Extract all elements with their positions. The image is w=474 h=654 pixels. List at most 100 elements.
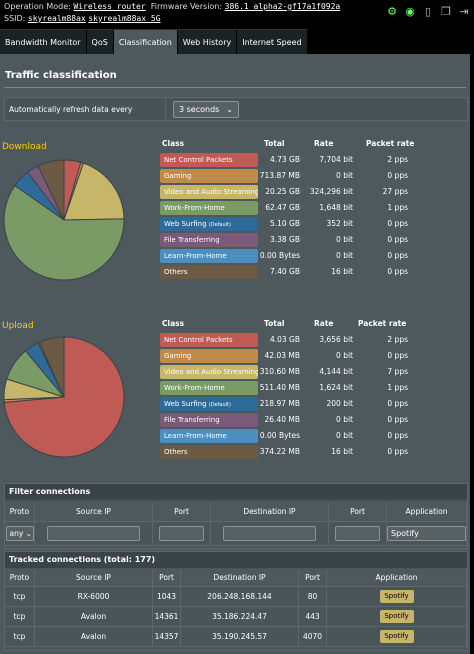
tracked-header-source-ip[interactable]: Source IP	[35, 569, 153, 587]
download-class-label: Gaming	[164, 172, 192, 180]
top-status-bar: Operation Mode: Wireless router Firmware…	[0, 0, 474, 27]
download-header-rate: Rate	[314, 139, 334, 148]
logout-icon[interactable]: ⇥	[459, 5, 469, 18]
filter-proto-cell: any ⌄	[5, 522, 35, 546]
op-mode-label: Operation Mode:	[4, 2, 71, 11]
download-class-total: 7.40 GB	[269, 267, 300, 276]
download-class-name: Web Surfing (Default)	[160, 217, 258, 231]
conn-destination-port: 443	[299, 607, 327, 627]
tracked-header-proto[interactable]: Proto	[5, 569, 35, 587]
upload-class-label: Net Control Packets	[164, 336, 233, 344]
download-class-rate: 324,296 bit	[309, 187, 353, 196]
conn-application-button[interactable]: Spotify	[379, 610, 414, 623]
upload-class-sublabel: (Default)	[208, 402, 231, 408]
source-ip-input[interactable]	[46, 526, 141, 541]
ssid-5g[interactable]: skyrealm88ax_5G	[88, 14, 161, 23]
refresh-interval-select[interactable]: 3 seconds ⌄	[173, 101, 239, 118]
download-class-name: Learn-From-Home	[160, 249, 258, 263]
application-filter-input[interactable]: Spotify	[387, 526, 466, 541]
conn-destination-ip: 206.248.168.144	[181, 587, 299, 607]
tab-bandwidth-monitor[interactable]: Bandwidth Monitor	[0, 29, 87, 54]
upload-class-name: File Transferring	[160, 413, 258, 427]
upload-class-name: Video and Audio Streaming	[160, 365, 258, 379]
download-class-packet-rate: 0 pps	[387, 251, 408, 260]
filter-header-destination-ip: Destination IP	[211, 502, 329, 522]
download-class-total: 4.73 GB	[269, 155, 300, 164]
download-class-packet-rate: 0 pps	[387, 219, 408, 228]
download-class-packet-rate: 0 pps	[387, 267, 408, 276]
conn-destination-port: 80	[299, 587, 327, 607]
destination-port-input[interactable]	[334, 526, 381, 541]
upload-class-row: Web Surfing (Default) 218.97 MB 200 bit 0 p…	[160, 396, 410, 412]
op-mode-link[interactable]: Wireless router	[73, 2, 146, 11]
download-pie-chart	[3, 159, 125, 281]
tracked-connections-title: Tracked connections (total: 177)	[5, 552, 467, 568]
upload-class-total: 42.03 MB	[264, 351, 300, 360]
download-class-label: Work-From-Home	[164, 204, 225, 212]
download-pie-slice[interactable]	[63, 162, 125, 221]
upload-class-label: File Transferring	[164, 416, 220, 424]
firmware-link[interactable]: 386.1_alpha2-gf17a1f092a	[224, 2, 341, 11]
refresh-label: Automatically refresh data every	[9, 105, 133, 114]
upload-class-rate: 0 bit	[336, 415, 353, 424]
upload-class-row: File Transferring 26.40 MB 0 bit 0 pps	[160, 412, 410, 428]
upload-class-label: Gaming	[164, 352, 192, 360]
source-port-input[interactable]	[158, 526, 205, 541]
ssid-2g[interactable]: skyrealm88ax	[27, 14, 86, 23]
upload-class-total: 4.03 GB	[269, 335, 300, 344]
settings-gear-icon[interactable]: ⚙	[387, 5, 397, 18]
tab-internet-speed[interactable]: Internet Speed	[237, 29, 308, 54]
upload-class-name: Gaming	[160, 349, 258, 363]
download-class-rate: 352 bit	[326, 219, 353, 228]
tracked-header-destination-port[interactable]: Port	[299, 569, 327, 587]
tracked-header-application[interactable]: Application	[327, 569, 467, 587]
tracked-header-source-port[interactable]: Port	[153, 569, 181, 587]
download-pie-slice[interactable]	[37, 159, 65, 221]
proto-select[interactable]: any ⌄	[5, 526, 34, 541]
upload-class-rate: 200 bit	[326, 399, 353, 408]
conn-application-button[interactable]: Spotify	[379, 630, 414, 643]
conn-destination-ip: 35.186.224.47	[181, 607, 299, 627]
upload-class-name: Net Control Packets	[160, 333, 258, 347]
wifi-icon[interactable]: ◉	[405, 5, 415, 18]
download-class-total: 62.47 GB	[265, 203, 300, 212]
conn-proto: tcp	[5, 607, 35, 627]
download-class-label: Others	[164, 268, 188, 276]
download-class-row: Video and Audio Streaming 20.25 GB 324,296…	[160, 184, 410, 200]
filter-connections-title: Filter connections	[5, 484, 467, 500]
download-pie-slice[interactable]	[3, 184, 125, 281]
upload-header-packet-rate: Packet rate	[358, 319, 407, 328]
conn-source-port: 14357	[153, 627, 181, 647]
conn-proto: tcp	[5, 587, 35, 607]
upload-class-packet-rate: 7 pps	[387, 367, 408, 376]
conn-application-button[interactable]: Spotify	[379, 590, 414, 603]
download-class-rate: 0 bit	[336, 171, 353, 180]
filter-header-application: Application	[387, 502, 467, 522]
destination-ip-input[interactable]	[222, 526, 317, 541]
download-class-name: Net Control Packets	[160, 153, 258, 167]
download-class-row: Net Control Packets 4.73 GB 7,704 bit 2 pps	[160, 152, 410, 168]
copy-icon[interactable]: ❐	[441, 5, 451, 18]
tab-web-history[interactable]: Web History	[177, 29, 238, 54]
upload-class-row: Others 374.22 MB 16 bit 0 pps	[160, 444, 410, 460]
usb-icon[interactable]: ▯	[424, 5, 432, 18]
download-class-label: Video and Audio Streaming	[164, 188, 258, 196]
download-class-rate: 0 bit	[336, 251, 353, 260]
chevron-down-icon: ⌄	[226, 105, 233, 114]
tab-qos[interactable]: QoS	[86, 29, 114, 54]
download-label: Download	[2, 142, 47, 152]
tracked-header-destination-ip[interactable]: Destination IP	[181, 569, 299, 587]
conn-source-port: 14361	[153, 607, 181, 627]
upload-class-rate: 3,656 bit	[319, 335, 353, 344]
tab-classification[interactable]: Classification	[113, 29, 178, 54]
tracked-header-row: Proto Source IP Port Destination IP Port…	[5, 569, 467, 587]
tracked-connection-row: tcp Avalon 14361 35.186.224.47 443 Spotify	[5, 607, 467, 627]
upload-pie-slice[interactable]	[38, 336, 65, 398]
upload-class-packet-rate: 0 pps	[387, 399, 408, 408]
refresh-divider	[165, 98, 166, 120]
page-title: Traffic classification	[5, 70, 117, 81]
upload-class-packet-rate: 2 pps	[387, 335, 408, 344]
filter-header-source-port: Port	[153, 502, 211, 522]
download-class-label: Net Control Packets	[164, 156, 233, 164]
